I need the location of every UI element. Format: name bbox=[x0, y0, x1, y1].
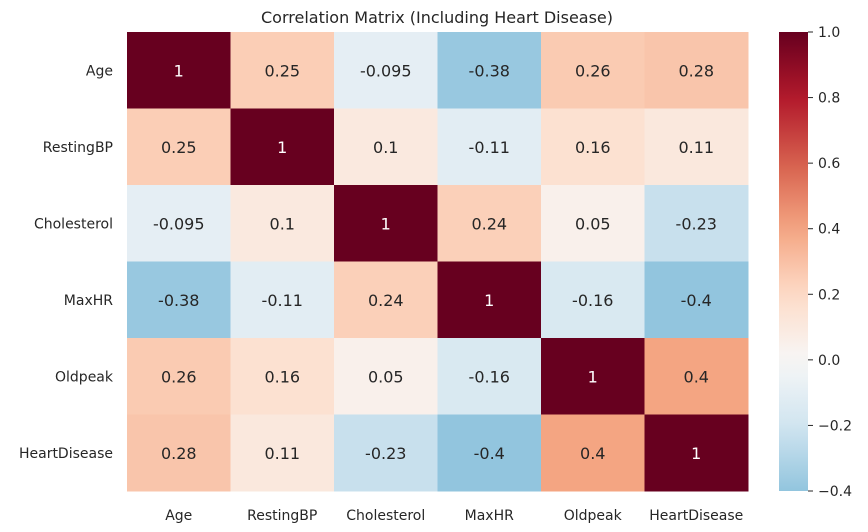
cell-value-label: 1 bbox=[174, 61, 184, 80]
cell-value-label: 1 bbox=[484, 291, 494, 310]
heatmap-cell bbox=[644, 185, 749, 262]
column-label: RestingBP bbox=[247, 508, 317, 524]
cell-value-label: 0.4 bbox=[580, 444, 605, 463]
heatmap-cell bbox=[644, 338, 749, 415]
cell-value-label: 1 bbox=[691, 444, 701, 463]
cell-value-label: -0.4 bbox=[474, 444, 505, 463]
column-label: Age bbox=[165, 508, 192, 524]
cell-value-label: -0.38 bbox=[158, 291, 199, 310]
cell-value-label: -0.16 bbox=[572, 291, 613, 310]
heatmap-cell bbox=[541, 108, 645, 186]
heatmap-cell bbox=[437, 338, 542, 415]
heatmap-cell bbox=[644, 414, 749, 492]
cell-value-label: 0.26 bbox=[161, 367, 197, 386]
heatmap-cell bbox=[127, 338, 231, 415]
heatmap-cell bbox=[437, 414, 542, 492]
row-labels: Age RestingBP Cholesterol MaxHR Oldpeak Heart… bbox=[19, 63, 114, 462]
cell-value-label: 0.16 bbox=[575, 138, 611, 157]
chart-title: Correlation Matrix (Including Heart Dise… bbox=[261, 8, 613, 27]
heatmap-cell bbox=[127, 261, 231, 339]
heatmap-cell bbox=[230, 261, 335, 339]
cell-value-label: 0.25 bbox=[161, 138, 197, 157]
row-label: Oldpeak bbox=[55, 369, 114, 385]
heatmap-cell bbox=[541, 32, 645, 109]
colorbar-tick-label: 0.0 bbox=[818, 353, 840, 369]
heatmap-cell bbox=[334, 414, 438, 492]
cell-value-label: 0.11 bbox=[264, 444, 300, 463]
heatmap-cell bbox=[127, 185, 231, 262]
cell-value-label: 0.4 bbox=[684, 367, 709, 386]
heatmap-cell bbox=[541, 261, 645, 339]
colorbar-gradient bbox=[779, 32, 808, 491]
heatmap-cell bbox=[334, 108, 438, 186]
colorbar-tick-label: 0.2 bbox=[818, 287, 840, 303]
cell-value-label: 0.11 bbox=[678, 138, 714, 157]
cell-value-label: 0.28 bbox=[678, 61, 714, 80]
heatmap-cell bbox=[230, 185, 335, 262]
heatmap-cell bbox=[541, 185, 645, 262]
heatmap-cell bbox=[541, 338, 645, 415]
cell-value-label: 0.24 bbox=[471, 214, 507, 233]
cell-value-label: -0.4 bbox=[681, 291, 712, 310]
heatmap-cell bbox=[437, 32, 542, 109]
row-label: MaxHR bbox=[64, 293, 113, 309]
column-label: Oldpeak bbox=[564, 508, 623, 524]
cell-value-label: -0.38 bbox=[469, 61, 510, 80]
cell-value-label: 0.1 bbox=[270, 214, 295, 233]
heatmap-cell bbox=[334, 261, 438, 339]
column-labels: Age RestingBP Cholesterol MaxHR Oldpeak Heart… bbox=[165, 508, 743, 524]
colorbar-tick-label: 0.4 bbox=[818, 222, 840, 238]
colorbar-tick-label: 0.8 bbox=[818, 91, 840, 107]
heatmap-cell bbox=[230, 32, 335, 109]
heatmap-cell bbox=[334, 338, 438, 415]
heatmap-cell bbox=[437, 185, 542, 262]
cell-value-label: 0.24 bbox=[368, 291, 404, 310]
cell-value-label: -0.11 bbox=[262, 291, 303, 310]
colorbar-tick-label: −0.4 bbox=[818, 484, 852, 500]
cell-value-label: -0.23 bbox=[365, 444, 406, 463]
heatmap-cell bbox=[644, 261, 749, 339]
cell-value-label: 0.16 bbox=[264, 367, 300, 386]
column-label: MaxHR bbox=[465, 508, 514, 524]
colorbar-tick-label: 0.6 bbox=[818, 156, 840, 172]
row-label: Age bbox=[86, 63, 113, 79]
heatmap-cell bbox=[230, 108, 335, 186]
heatmap-cell bbox=[437, 108, 542, 186]
cell-value-label: 0.25 bbox=[264, 61, 300, 80]
cell-value-label: -0.095 bbox=[360, 61, 412, 80]
row-label: RestingBP bbox=[43, 140, 113, 156]
column-label: HeartDisease bbox=[649, 508, 743, 524]
cell-value-label: 0.05 bbox=[368, 367, 404, 386]
colorbar: 1.0 0.8 0.6 0.4 0.2 0.0 −0.2 −0.4 bbox=[779, 25, 852, 500]
cell-value-label: 0.26 bbox=[575, 61, 611, 80]
column-label: Cholesterol bbox=[346, 508, 425, 524]
heatmap-cell bbox=[644, 108, 749, 186]
cell-value-label: -0.11 bbox=[469, 138, 510, 157]
heatmap-cell bbox=[644, 32, 749, 109]
heatmap-cell bbox=[230, 414, 335, 492]
colorbar-tick-label: −0.2 bbox=[818, 418, 852, 434]
cell-value-label: 1 bbox=[588, 367, 598, 386]
heatmap-cells: 1 0.25 -0.095 -0.38 0.26 0.28 0.25 1 0.1 -0.11 0.1… bbox=[127, 32, 749, 492]
heatmap-cell bbox=[334, 32, 438, 109]
heatmap-cell bbox=[541, 414, 645, 492]
colorbar-tick-label: 1.0 bbox=[818, 25, 840, 41]
cell-value-label: 1 bbox=[381, 214, 391, 233]
heatmap-cell bbox=[334, 185, 438, 262]
heatmap-cell bbox=[230, 338, 335, 415]
cell-value-label: 1 bbox=[277, 138, 287, 157]
cell-value-label: 0.28 bbox=[161, 444, 197, 463]
cell-value-label: -0.23 bbox=[676, 214, 717, 233]
heatmap-cell bbox=[437, 261, 542, 339]
row-label: HeartDisease bbox=[19, 446, 113, 462]
cell-value-label: 0.1 bbox=[373, 138, 398, 157]
heatmap-cell bbox=[127, 32, 231, 109]
cell-value-label: -0.16 bbox=[469, 367, 510, 386]
cell-value-label: 0.05 bbox=[575, 214, 611, 233]
row-label: Cholesterol bbox=[34, 216, 113, 232]
cell-value-label: -0.095 bbox=[153, 214, 205, 233]
heatmap-cell bbox=[127, 108, 231, 186]
heatmap-cell bbox=[127, 414, 231, 492]
